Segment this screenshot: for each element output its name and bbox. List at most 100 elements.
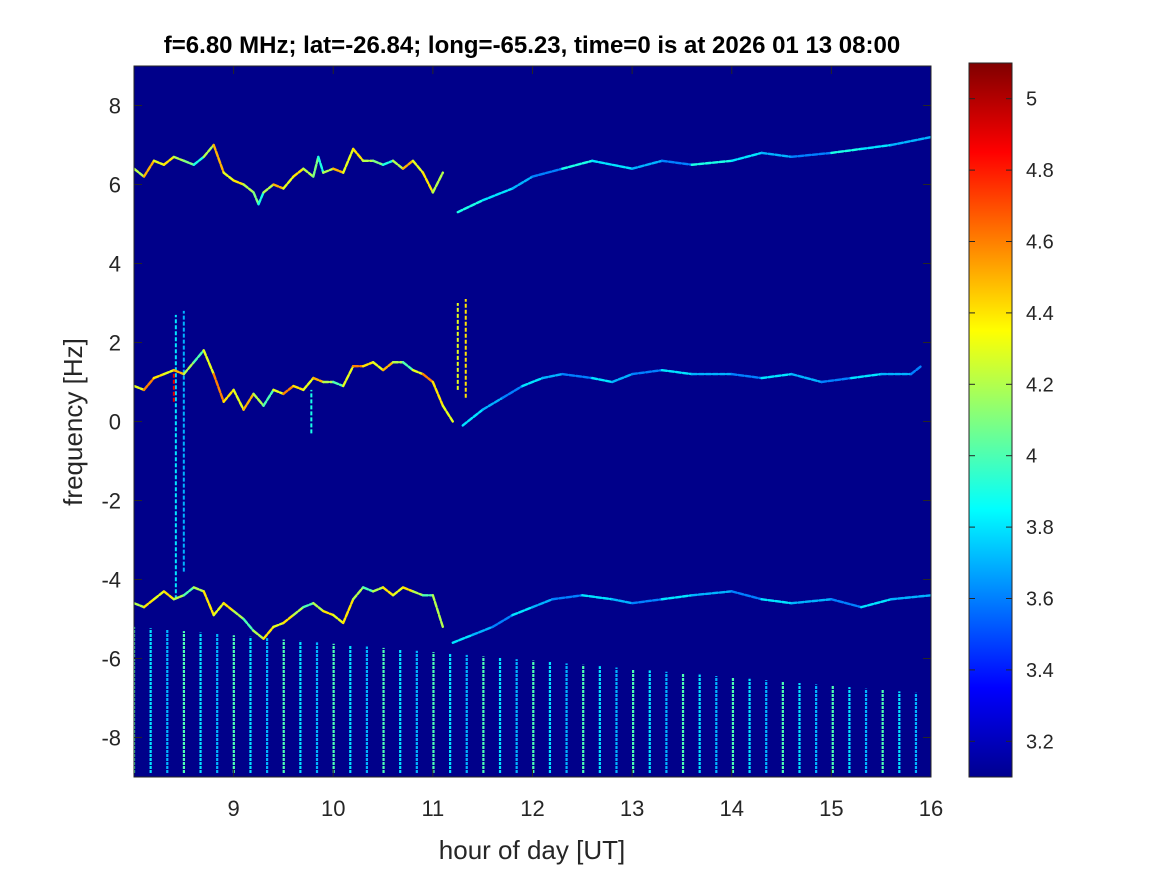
trace-segment: [630, 159, 664, 170]
trace-segment: [411, 368, 425, 376]
trace-segment: [322, 609, 335, 617]
trace-segment: [611, 598, 634, 605]
trace-segment: [257, 191, 265, 206]
x-axis-label: hour of day [UT]: [439, 835, 625, 865]
colorbar-tick-label: 4.8: [1026, 160, 1054, 182]
colorbar-tick-label: 5: [1026, 89, 1037, 111]
trace-segment: [591, 159, 634, 170]
trace-segment: [262, 388, 275, 407]
trace-segment: [381, 586, 395, 597]
trace-segment: [381, 159, 395, 166]
trace-segment: [252, 191, 260, 206]
trace-segment: [401, 586, 415, 593]
trace-segment: [222, 602, 235, 613]
trace-segment: [790, 598, 833, 605]
trace-segment: [272, 388, 285, 396]
y-tick-label: 8: [109, 94, 121, 119]
trace-segment: [292, 605, 305, 617]
trace-segment: [760, 151, 793, 159]
trace-segment: [232, 388, 245, 411]
y-axis: 8 6 4 2 0 -2 -4 -6 -8: [101, 94, 931, 751]
y-axis-label: frequency [Hz]: [58, 338, 88, 506]
trace-segment: [292, 167, 305, 178]
spectrogram-marks: [134, 135, 931, 774]
trace-segment: [451, 633, 474, 644]
x-axis: 9 10 11 12 13 14 15 16: [228, 66, 943, 821]
trace-segment: [332, 380, 345, 388]
trace-segment: [342, 598, 355, 625]
trace-segment: [481, 187, 514, 202]
trace-segment: [242, 617, 255, 633]
plot-title: f=6.80 MHz; lat=-26.84; long=-65.23, tim…: [164, 32, 900, 59]
trace-segment: [152, 372, 166, 380]
trace-segment: [431, 171, 445, 194]
trace-segment: [222, 388, 235, 403]
trace-segment: [660, 594, 694, 601]
trace-segment: [391, 586, 405, 597]
trace-segment: [142, 376, 156, 392]
trace-segment: [182, 361, 195, 376]
x-tick-label: 16: [919, 796, 943, 821]
trace-segment: [134, 384, 146, 392]
trace-series: [461, 365, 923, 427]
trace-segment: [371, 361, 385, 372]
x-tick-label: 9: [228, 796, 240, 821]
trace-segment: [192, 349, 205, 364]
y-tick-label: 4: [109, 252, 121, 277]
trace-segment: [431, 380, 445, 407]
colorbar-tick-label: 4: [1026, 446, 1037, 468]
x-tick-label: 15: [819, 796, 843, 821]
x-tick-label: 11: [421, 796, 444, 821]
trace-segment: [521, 376, 544, 388]
trace-segment: [456, 199, 484, 214]
trace-segment: [830, 147, 863, 155]
trace-segment: [351, 586, 365, 601]
trace-segment: [332, 167, 345, 174]
trace-segment: [172, 368, 186, 376]
colorbar-tick-label: 4.4: [1026, 303, 1054, 325]
trace-segment: [351, 147, 365, 163]
trace-segment: [262, 625, 275, 640]
y-tick-label: -6: [101, 647, 121, 672]
trace-segment: [401, 361, 415, 372]
trace-segment: [212, 143, 225, 174]
trace-segment: [232, 609, 245, 621]
trace-segment: [730, 151, 763, 163]
trace-segment: [660, 159, 694, 166]
trace-segment: [461, 408, 484, 427]
trace-segment: [760, 598, 793, 605]
colorbar-tick-label: 3.6: [1026, 589, 1054, 611]
trace-segment: [332, 613, 345, 625]
trace-segment: [302, 167, 315, 178]
trace-series: [134, 143, 445, 206]
y-tick-label: 2: [109, 331, 121, 356]
trace-segment: [242, 183, 255, 194]
trace-segment: [491, 613, 514, 629]
trace-series: [456, 135, 931, 214]
trace-segment: [401, 159, 415, 170]
trace-segment: [660, 368, 694, 376]
trace-segment: [889, 135, 931, 147]
trace-segment: [630, 368, 664, 376]
y-tick-label: 6: [109, 173, 121, 198]
trace-segment: [889, 594, 931, 601]
trace-segment: [272, 183, 285, 190]
trace-segment: [561, 372, 594, 380]
trace-segment: [511, 175, 534, 190]
trace-segment: [541, 372, 564, 380]
trace-segment: [501, 384, 524, 399]
trace-segment: [262, 183, 275, 194]
x-tick-label: 14: [720, 796, 744, 821]
trace-segment: [361, 586, 375, 593]
trace-series: [134, 349, 454, 423]
trace-segment: [790, 372, 823, 384]
trace-segment: [361, 361, 375, 368]
y-tick-label: -8: [101, 726, 121, 751]
trace-segment: [312, 602, 325, 613]
colorbar: [968, 62, 1013, 778]
trace-segment: [511, 605, 534, 617]
trace-segment: [690, 590, 733, 597]
trace-segment: [471, 625, 494, 636]
trace-segment: [232, 179, 245, 186]
trace-segment: [282, 613, 295, 625]
